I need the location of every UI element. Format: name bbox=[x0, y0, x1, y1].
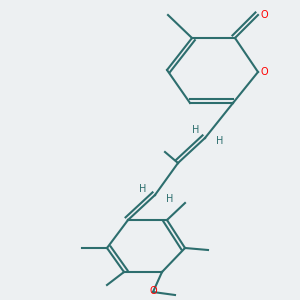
Text: O: O bbox=[149, 286, 157, 296]
Text: O: O bbox=[260, 10, 268, 20]
Text: H: H bbox=[216, 136, 224, 146]
Text: H: H bbox=[192, 125, 200, 136]
Text: O: O bbox=[260, 67, 268, 77]
Text: H: H bbox=[166, 194, 174, 205]
Text: H: H bbox=[139, 184, 147, 194]
